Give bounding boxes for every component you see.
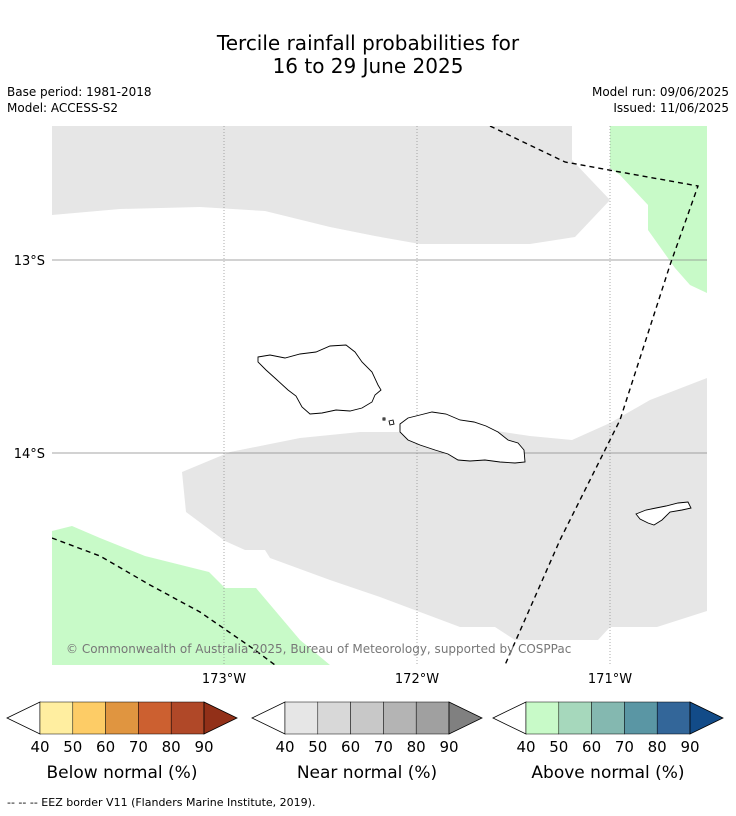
issued-date: Issued: 11/06/2025: [613, 101, 729, 115]
below-normal-segment: [39, 701, 74, 735]
colorbar-legends: 40 50 60 70 80 90 Below normal (%) 40 50 60 70 80 90…: [6, 701, 724, 783]
near-normal-tick-label: 60: [341, 738, 360, 756]
above-normal-tick-label: 80: [648, 738, 667, 756]
below-normal-colorbar: 40 50 60 70 80 90 Below normal (%): [6, 701, 238, 783]
above-normal-segment: [624, 701, 658, 735]
near-normal-segment: [383, 701, 417, 735]
above-normal-arrow-low: [492, 701, 527, 735]
below-normal-colorbar-title: Below normal (%): [47, 763, 198, 783]
below-normal-arrow-high: [203, 701, 238, 735]
near-normal-tick-label: 90: [439, 738, 458, 756]
eez-border: [52, 126, 699, 665]
near-normal-region-south: [182, 378, 707, 640]
below-normal-segment: [138, 701, 172, 735]
below-normal-segment: [170, 701, 205, 735]
title-line-1: Tercile rainfall probabilities for: [216, 31, 520, 55]
below-normal-tick-label: 70: [129, 738, 148, 756]
near-normal-region-north: [52, 126, 610, 244]
above-normal-region-northeast: [610, 126, 707, 293]
below-normal-tick-label: 90: [194, 738, 213, 756]
above-normal-segment: [656, 701, 691, 735]
lon-label-172w: 172°W: [395, 672, 439, 687]
lon-label-171w: 171°W: [588, 672, 632, 687]
savaii-island: [257, 344, 382, 415]
model-run: Model run: 09/06/2025: [591, 85, 729, 99]
above-normal-colorbar-title: Above normal (%): [531, 763, 684, 783]
below-normal-tick-label: 60: [96, 738, 115, 756]
above-normal-tick-label: 40: [516, 738, 535, 756]
title-line-2: 16 to 29 June 2025: [272, 54, 464, 78]
above-normal-tick-label: 60: [582, 738, 601, 756]
below-normal-arrow-low: [6, 701, 41, 735]
near-normal-segment: [317, 701, 351, 735]
tutuila-island: [635, 501, 692, 526]
near-normal-segment: [284, 701, 319, 735]
near-normal-arrow-low: [251, 701, 286, 735]
graticule: [52, 126, 707, 665]
above-normal-tick-label: 50: [549, 738, 568, 756]
above-normal-tick-label: 90: [680, 738, 699, 756]
eez-footnote: -- -- -- EEZ border V11 (Flanders Marine…: [7, 796, 316, 809]
near-normal-segment: [350, 701, 384, 735]
upolu-island: [399, 411, 526, 464]
above-normal-arrow-high: [689, 701, 724, 735]
near-normal-arrow-high: [448, 701, 483, 735]
near-normal-colorbar-title: Near normal (%): [297, 763, 437, 783]
model-name: Model: ACCESS-S2: [7, 101, 119, 115]
apolima-island: [382, 417, 386, 421]
base-period: Base period: 1981-2018: [7, 85, 152, 99]
near-normal-tick-label: 40: [275, 738, 294, 756]
below-normal-tick-label: 40: [30, 738, 49, 756]
above-normal-colorbar: 40 50 60 70 80 90 Above normal (%): [492, 701, 724, 783]
below-normal-tick-label: 80: [162, 738, 181, 756]
above-normal-segment: [558, 701, 592, 735]
eez-border-north: [489, 126, 699, 665]
lat-label-14s: 14°S: [14, 447, 45, 462]
eez-border-southwest: [52, 537, 276, 665]
below-normal-tick-label: 50: [63, 738, 82, 756]
near-normal-tick-label: 70: [374, 738, 393, 756]
near-normal-tick-label: 50: [308, 738, 327, 756]
above-normal-segment: [525, 701, 560, 735]
above-normal-tick-label: 70: [615, 738, 634, 756]
near-normal-segment: [415, 701, 450, 735]
islands: [257, 344, 692, 526]
below-normal-segment: [105, 701, 139, 735]
near-normal-tick-label: 80: [407, 738, 426, 756]
lon-label-173w: 173°W: [202, 672, 246, 687]
manono-island: [388, 419, 395, 426]
copyright-notice: © Commonwealth of Australia 2025, Bureau…: [66, 642, 571, 656]
below-normal-segment: [72, 701, 106, 735]
above-normal-segment: [591, 701, 625, 735]
lat-label-13s: 13°S: [14, 254, 45, 269]
above-normal-region-southwest: [52, 526, 330, 665]
